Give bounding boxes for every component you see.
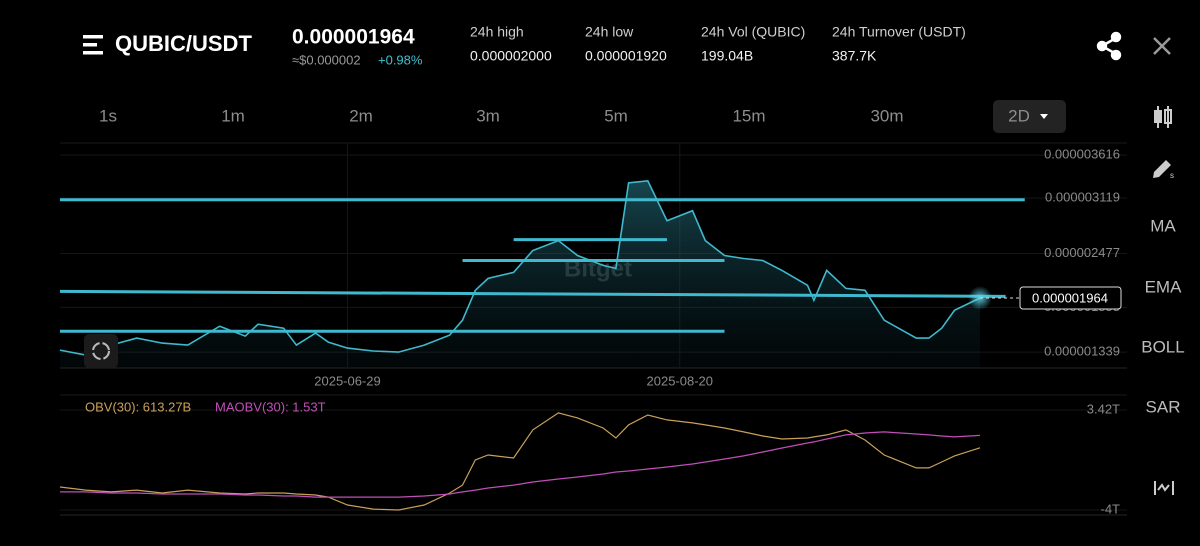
y-tick-label: -4T [1101,501,1121,516]
layout-icon[interactable] [1154,481,1174,495]
timeframe[interactable]: 1s [99,106,117,125]
indicator[interactable]: EMA [1145,277,1183,296]
stat-label: 24h Vol (QUBIC) [701,24,805,40]
series-line [59,412,981,511]
indicator[interactable]: SAR [1146,397,1181,416]
timeframe[interactable]: 30m [870,106,903,125]
stat-label: 24h high [470,24,524,40]
x-tick-label: 2025-06-29 [314,373,381,388]
dropdown-arrow[interactable] [1040,114,1048,119]
price-change: +0.98% [378,52,423,67]
timeframe[interactable]: 2m [349,106,373,125]
stat-value: 0.000002000 [470,48,552,64]
indicators: MA EMA BOLL SAR [1141,216,1184,416]
indicator[interactable]: BOLL [1141,337,1184,356]
timeframe[interactable]: 5m [604,106,628,125]
timeframe-selected-bg [993,100,1066,133]
price-usd: ≈$0.000002 [292,52,361,67]
pair[interactable]: QUBIC/USDT [115,31,252,56]
series-line [60,431,981,498]
current-price-label: 0.000001964 [1032,290,1108,305]
timeframe[interactable]: 3m [476,106,500,125]
area-fill [60,180,981,368]
timeframe[interactable]: 1m [221,106,245,125]
y-tick-label: 0.000003119 [1045,189,1120,204]
trend-line [59,289,1006,298]
svg-text:s: s [1170,171,1174,180]
stats: 24h high 0.000002000 24h low 0.000001920 24h… [470,24,966,64]
last-price: 0.000001964 [292,26,415,49]
stat-value: 0.000001920 [585,48,667,64]
legend-entry: MAOBV(30): 1.53T [215,399,326,414]
indicator[interactable]: MA [1150,216,1176,235]
timeframe[interactable]: 15m [732,106,765,125]
timeframe[interactable]: 2D [1008,106,1030,125]
x-tick-label: 2025-08-20 [647,373,714,388]
reset-button[interactable] [84,334,118,368]
draw-icon[interactable]: s [1153,160,1174,180]
y-tick-label: 0.000003616 [1044,146,1120,161]
current-price-box [1019,286,1122,310]
y-tick-label: 0.000001339 [1044,344,1120,359]
stat-label: 24h Turnover (USDT) [832,24,966,40]
legend-entry: OBV(30): 613.27B [85,399,191,414]
stat-value: 387.7K [832,48,877,64]
candle-icon[interactable] [1154,106,1172,128]
stat-label: 24h low [585,24,634,40]
y-tick-label: 0.000002477 [1044,245,1120,260]
y-tick-label: 3.42T [1087,401,1120,416]
stat-value: 199.04B [701,48,753,64]
timeframes: 1s 1m 2m 3m 5m 15m 30m 2D [99,106,1030,125]
obv-chart: -4T 3.42T OBV(30): 613.27B MAOBV(30): 1.53T [59,394,1127,516]
close-button[interactable] [1153,37,1171,55]
share-button[interactable] [1096,31,1122,61]
price-chart: 0.0000013390.0000018550.0000024770.00000… [59,142,1127,388]
menu-icon[interactable] [83,35,103,55]
